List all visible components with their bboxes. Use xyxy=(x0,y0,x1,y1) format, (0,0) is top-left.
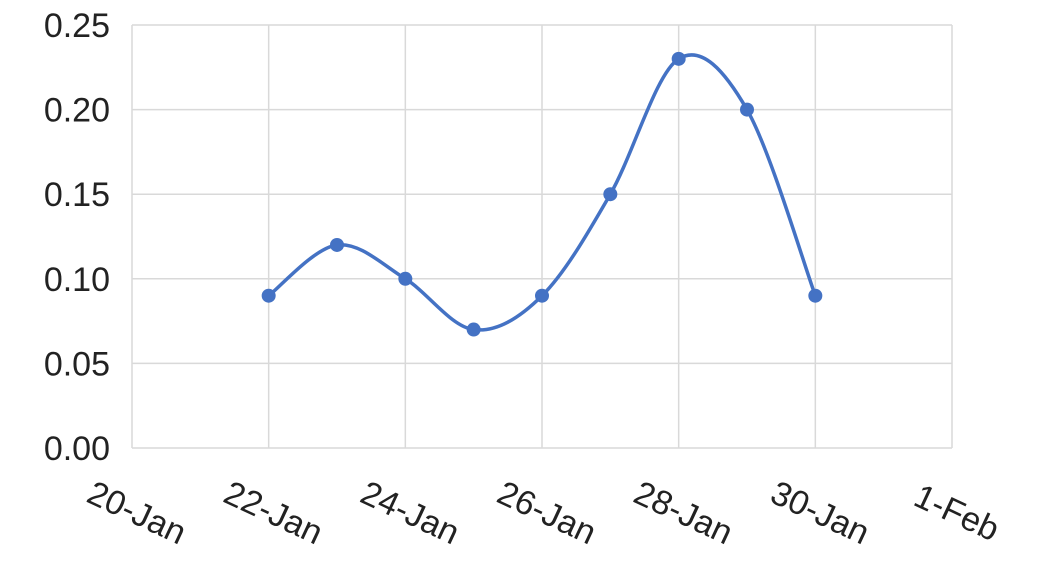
x-axis: 20-Jan 22-Jan 24-Jan 26-Jan 28-Jan 30-Jan 1-Fe… xyxy=(82,474,1005,552)
x-tick-label: 28-Jan xyxy=(628,474,738,552)
data-point xyxy=(808,288,823,303)
y-axis: 0.00 0.05 0.10 0.15 0.20 0.25 xyxy=(44,7,110,468)
x-tick-label: 30-Jan xyxy=(765,474,875,552)
grid xyxy=(131,24,953,449)
data-point xyxy=(603,187,618,202)
x-tick-label: 22-Jan xyxy=(218,474,328,552)
series-layer xyxy=(261,51,823,337)
x-tick-label: 1-Feb xyxy=(908,477,1005,549)
y-tick-label: 0.15 xyxy=(44,176,110,214)
y-tick-label: 0.25 xyxy=(44,7,110,45)
data-point xyxy=(398,271,413,286)
data-point xyxy=(671,51,686,66)
x-tick-label: 24-Jan xyxy=(355,474,465,552)
y-tick-label: 0.10 xyxy=(44,261,110,299)
y-tick-label: 0.05 xyxy=(44,345,110,383)
y-tick-label: 0.00 xyxy=(44,430,110,468)
x-tick-label: 20-Jan xyxy=(82,474,192,552)
x-tick-label: 26-Jan xyxy=(492,474,602,552)
data-point xyxy=(330,237,344,252)
data-point xyxy=(466,322,481,337)
data-point xyxy=(740,102,754,117)
data-point xyxy=(261,288,276,303)
data-point xyxy=(535,288,549,303)
y-tick-label: 0.20 xyxy=(44,92,110,130)
